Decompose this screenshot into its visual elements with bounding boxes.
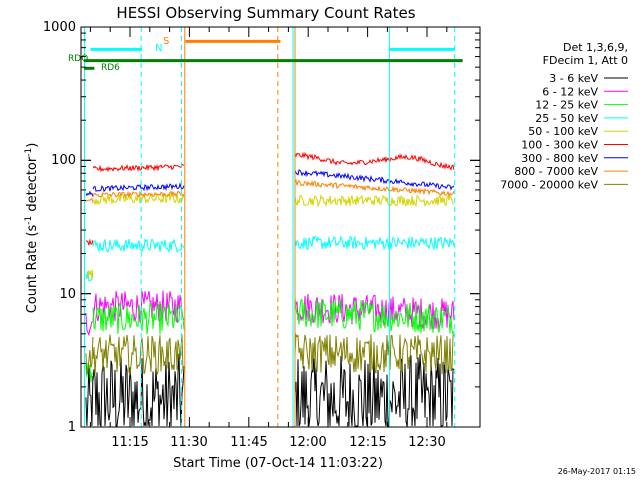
legend-label-300-800-kev: 300 - 800 keV [521,152,598,165]
legend-label-25-50-kev: 25 - 50 keV [535,112,598,125]
series-300-800-kev-segment-1 [92,182,185,192]
series-3-6-kev-segment-2 [294,353,455,427]
series-50-100-kev-pre [85,269,94,280]
series-800-7000-kev-segment-2 [294,178,455,198]
y-axis-label: Count Rate (s-1 detector-1) [24,143,40,314]
series-7000-20000-kev-segment-1 [92,334,185,377]
series-50-100-kev-segment-2 [294,193,455,208]
flag-label-rd6: RD6 [101,63,120,73]
series-12-25-kev-segment-2 [294,297,455,336]
series-25-50-kev-segment-2 [294,235,455,251]
series-3-6-kev-segment-1 [92,353,185,428]
series-7000-20000-kev-pre [85,336,94,376]
series-100-300-kev-segment-1 [92,163,184,173]
x-tick-label-1130: 11:30 [170,435,207,450]
series-6-12-kev-pre [85,312,94,337]
chart-title: HESSI Observing Summary Count Rates [116,4,415,22]
legend: Det 1,3,6,9, FDecim 1, Att 0 3 - 6 keV6 … [500,41,628,191]
series-800-7000-kev-pre [85,197,94,204]
flag-label-rdo: RDO [68,54,88,64]
series-12-25-kev-segment-1 [92,302,185,335]
event-lines [83,27,456,427]
legend-label-12-25-kev: 12 - 25 keV [535,99,598,112]
series-layer [85,151,455,428]
legend-header-detectors: Det 1,3,6,9, [563,41,628,54]
y-tick-label-1: 1 [68,420,76,435]
series-100-300-kev-pre [85,238,94,246]
series-25-50-kev-pre [85,271,94,282]
legend-label-100-300-kev: 100 - 300 keV [521,139,598,152]
series-800-7000-kev-segment-1 [92,190,185,199]
flag-label-s: S [163,36,169,47]
legend-label-6-12-kev: 6 - 12 keV [542,85,598,98]
y-axis-label-sup: -1 [24,216,34,225]
series-50-100-kev-segment-1 [92,191,185,206]
series-7000-20000-kev-segment-2 [294,333,455,375]
y-tick-label-10: 10 [59,287,76,302]
x-tick-label-1230: 12:30 [408,435,445,450]
legend-label-3-6-kev: 3 - 6 keV [549,72,598,85]
x-tick-label-1200: 12:00 [289,435,326,450]
y-tick-label-1000: 1000 [43,20,76,35]
legend-label-800-7000-kev: 800 - 7000 keV [514,165,598,178]
y-tick-label-100: 100 [51,153,76,168]
x-tick-label-1215: 12:15 [349,435,386,450]
flag-bars [83,39,463,70]
axis-ticks [81,26,480,428]
legend-label-50-100-kev: 50 - 100 keV [528,125,598,138]
flag-label-n: N [155,43,162,54]
x-tick-label-1145: 11:45 [230,435,267,450]
series-100-300-kev-segment-2 [294,151,455,171]
plot-frame [80,26,481,428]
legend-label-7000-20000-kev: 7000 - 20000 keV [500,178,598,191]
x-axis-label: Start Time (07-Oct-14 11:03:22) [173,456,383,471]
y-axis-label-end: ) [25,143,40,148]
y-axis-label-sup2: -1 [24,148,34,157]
series-300-800-kev-pre [85,190,94,197]
series-3-6-kev-pre [85,365,94,427]
series-25-50-kev-segment-1 [92,237,185,254]
series-300-800-kev-segment-2 [294,169,455,191]
series-12-25-kev-pre [85,363,94,383]
y-axis-label-main: Count Rate (s [25,225,40,314]
x-tick-label-1115: 11:15 [111,435,148,450]
legend-header-fdecim: FDecim 1, Att 0 [543,54,628,67]
y-axis-label-mid: detector [25,156,40,216]
generation-timestamp: 26-May-2017 01:15 [558,467,636,476]
